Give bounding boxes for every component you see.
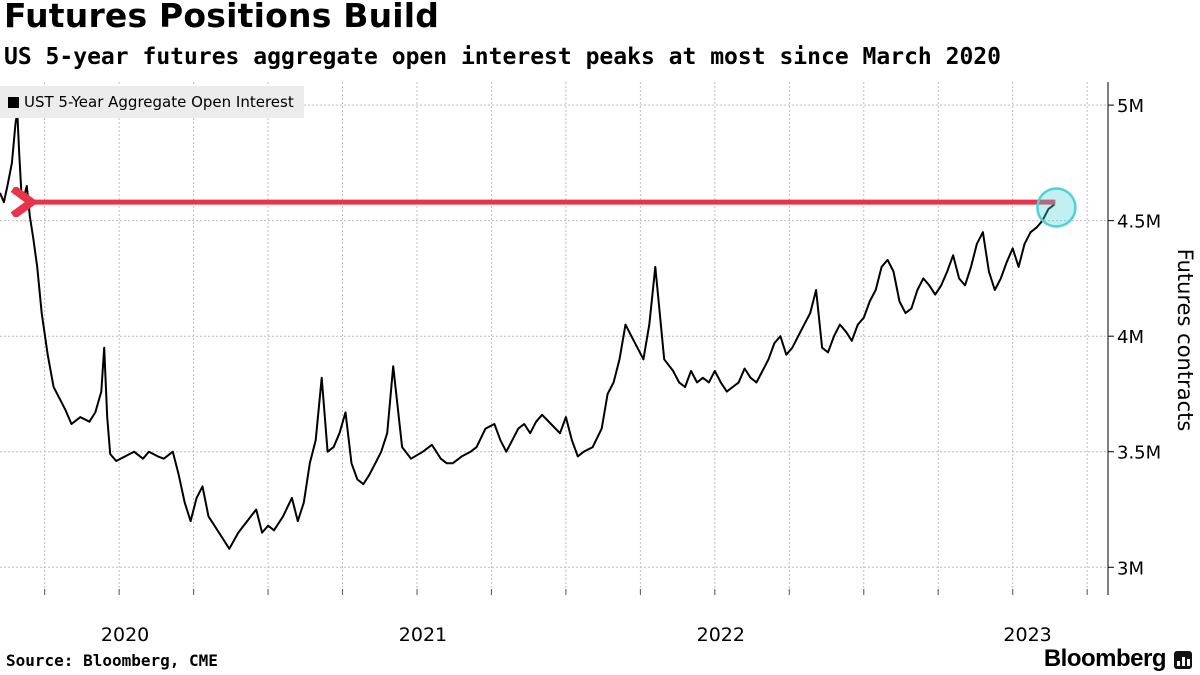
series-line-ust-5yr-open-interest — [0, 111, 1056, 550]
bloomberg-logo: Bloomberg — [1043, 645, 1167, 672]
chart-subtitle: US 5-year futures aggregate open interes… — [4, 44, 1001, 70]
y-tick-label: 4.5M — [1117, 212, 1161, 233]
bloomberg-chart-icon — [1174, 651, 1192, 669]
x-tick-label: 2021 — [399, 624, 447, 646]
legend-label: UST 5-Year Aggregate Open Interest — [24, 93, 294, 111]
y-tick-label: 3M — [1117, 558, 1144, 579]
x-tick-label: 2020 — [101, 624, 149, 646]
legend: UST 5-Year Aggregate Open Interest — [0, 86, 304, 118]
chart-title: Futures Positions Build — [4, 0, 440, 35]
x-tick-labels: 2020 2021 2022 2023 — [101, 624, 1052, 646]
y-axis-label: Futures contracts — [1173, 249, 1197, 432]
source-note: Source: Bloomberg, CME — [6, 651, 218, 670]
x-tick-label: 2023 — [1003, 624, 1051, 646]
legend-swatch — [8, 96, 19, 108]
x-tick-label: 2022 — [697, 624, 745, 646]
axes — [44, 82, 1114, 595]
gridlines — [0, 82, 1108, 595]
y-tick-label: 5M — [1117, 96, 1144, 117]
y-tick-label: 3.5M — [1117, 443, 1161, 464]
y-tick-label: 4M — [1117, 327, 1144, 348]
y-tick-labels: 3M 3.5M 4M 4.5M 5M — [1117, 96, 1161, 579]
latest-value-highlight — [1036, 187, 1077, 228]
